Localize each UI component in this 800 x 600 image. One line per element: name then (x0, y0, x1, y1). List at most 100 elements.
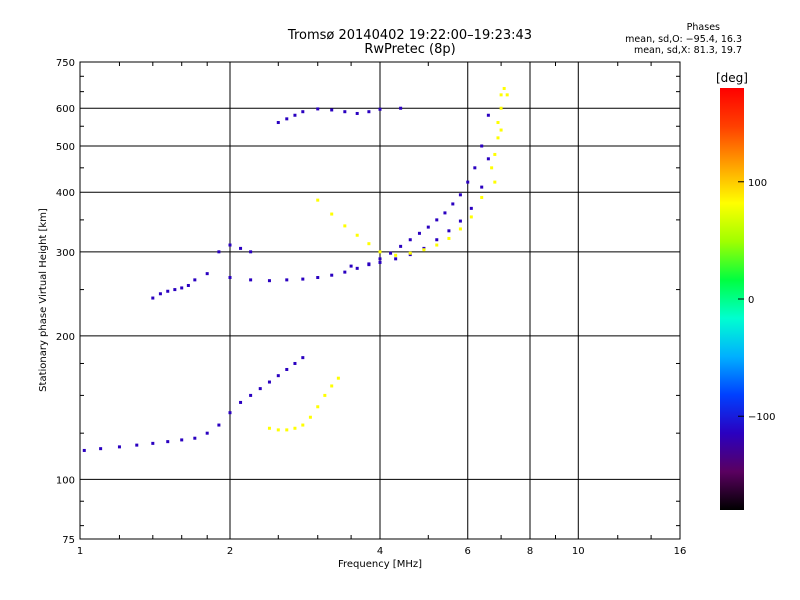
data-point (435, 238, 439, 242)
colorbar-label: [deg] (716, 71, 748, 85)
data-point (469, 215, 473, 219)
data-point (336, 376, 340, 380)
stats-heading: Phases (686, 22, 720, 33)
data-point (502, 86, 506, 90)
data-point (301, 110, 305, 114)
data-point (301, 423, 305, 427)
data-point (493, 180, 497, 184)
data-point (267, 279, 271, 283)
data-point (451, 202, 455, 206)
data-point (408, 251, 412, 255)
data-point (193, 278, 197, 282)
y-tick-label: 300 (56, 248, 75, 259)
data-point (447, 229, 451, 233)
data-point (496, 136, 500, 140)
data-point (343, 110, 347, 114)
data-point (166, 440, 170, 444)
colorbar-tick-label: 0 (748, 295, 754, 306)
data-point (301, 356, 305, 360)
data-point (486, 157, 490, 161)
data-point (217, 250, 221, 254)
data-point (228, 243, 232, 247)
data-point (267, 380, 271, 384)
data-point (135, 443, 139, 447)
x-tick-label: 2 (227, 546, 233, 557)
data-point (443, 211, 447, 215)
data-point (285, 117, 289, 121)
data-point (323, 393, 327, 397)
data-point (239, 400, 243, 404)
data-point (499, 93, 503, 97)
data-point (435, 243, 439, 247)
data-point (469, 206, 473, 210)
data-point (343, 224, 347, 228)
data-point (458, 219, 462, 223)
y-tick-label: 500 (56, 142, 75, 153)
x-tick-label: 6 (465, 546, 471, 557)
data-point (82, 448, 86, 452)
x-tick-label: 8 (527, 546, 533, 557)
x-tick-label: 16 (674, 546, 687, 557)
data-point (458, 227, 462, 231)
data-point (285, 278, 289, 282)
stats-o-mode: mean, sd,O: −95.4, 16.3 (625, 34, 742, 45)
data-point (343, 270, 347, 274)
data-point (316, 405, 320, 409)
data-point (285, 367, 289, 371)
data-point (466, 180, 470, 184)
data-point (486, 113, 490, 117)
data-point (293, 113, 297, 117)
y-tick-label: 750 (56, 58, 75, 69)
data-point (186, 283, 190, 287)
data-point (458, 193, 462, 197)
x-tick-label: 10 (572, 546, 585, 557)
y-tick-label: 100 (56, 475, 75, 486)
data-point (447, 236, 451, 240)
data-point (276, 121, 280, 125)
data-point (173, 288, 177, 292)
data-point (355, 233, 359, 237)
data-point (499, 106, 503, 110)
data-point (308, 415, 312, 419)
data-point (330, 108, 334, 112)
data-point (228, 276, 232, 280)
data-point (417, 231, 421, 235)
data-point (258, 387, 262, 391)
colorbar-tick-label: −100 (748, 412, 775, 423)
data-point (151, 296, 155, 300)
data-point (399, 244, 403, 248)
data-point (316, 276, 320, 280)
data-point (355, 111, 359, 115)
data-point (301, 277, 305, 281)
data-point (99, 447, 103, 451)
data-point (389, 251, 393, 255)
data-point (480, 185, 484, 189)
data-point (422, 248, 426, 252)
data-point (293, 361, 297, 365)
data-point (205, 431, 209, 435)
data-point (378, 107, 382, 111)
data-point (394, 253, 398, 257)
data-point (367, 110, 371, 114)
y-tick-label: 600 (56, 104, 75, 115)
data-point (316, 107, 320, 111)
data-point (316, 198, 320, 202)
y-tick-label: 400 (56, 188, 75, 199)
data-point (493, 152, 497, 156)
y-axis-label: Stationary phase Virtual Height [km] (38, 208, 49, 392)
data-point (330, 212, 334, 216)
data-point (426, 225, 430, 229)
data-point (293, 426, 297, 430)
data-point (480, 144, 484, 148)
data-point (435, 218, 439, 222)
data-point (158, 292, 162, 296)
data-point (399, 106, 403, 110)
y-tick-label: 75 (62, 535, 75, 546)
data-point (496, 121, 500, 125)
data-point (499, 128, 503, 132)
data-point (276, 428, 280, 432)
x-axis-label: Frequency [MHz] (338, 559, 422, 570)
data-point (473, 166, 477, 170)
data-point (151, 441, 155, 445)
